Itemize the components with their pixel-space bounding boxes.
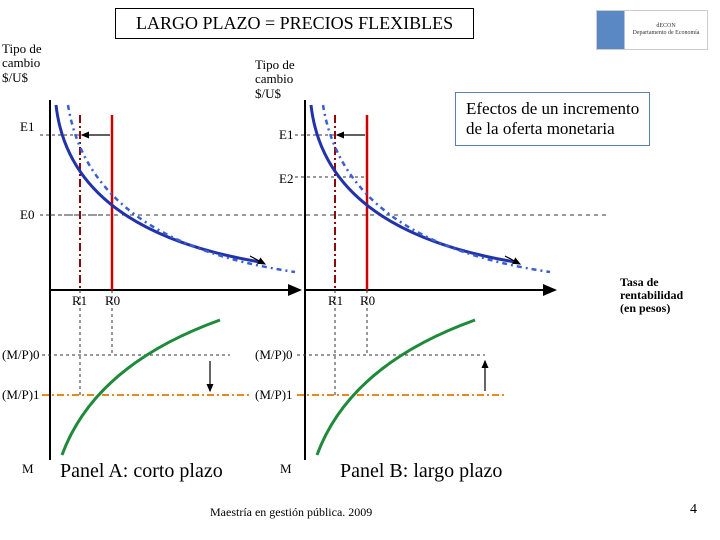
economics-diagram — [0, 0, 720, 540]
